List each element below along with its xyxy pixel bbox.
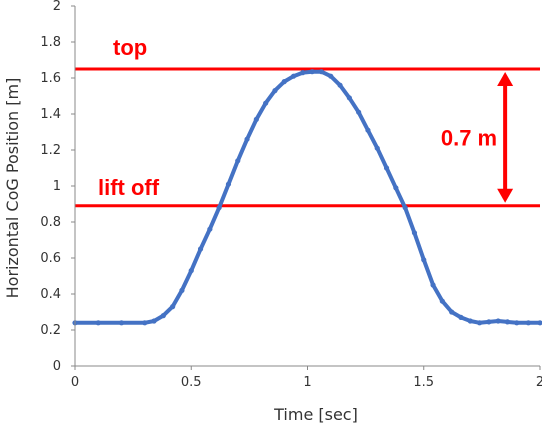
x-tick-label: 0.5 [181, 375, 202, 390]
series-point [356, 109, 362, 115]
y-tick-label: 0.6 [40, 251, 61, 266]
series-point [337, 82, 343, 88]
series-point [216, 205, 222, 211]
series-point [300, 70, 306, 76]
series-point [346, 95, 352, 101]
series-point [458, 314, 464, 320]
series-point [142, 320, 148, 326]
series-point [476, 320, 483, 326]
series-point [411, 230, 418, 236]
series-point [151, 318, 157, 324]
y-tick-label: 1.2 [40, 143, 61, 158]
y-tick-label: 2 [53, 0, 61, 14]
series-point [365, 127, 371, 133]
series-point [235, 158, 241, 164]
series-point [393, 185, 399, 191]
y-tick-label: 1.6 [40, 71, 61, 86]
annotation-label: 0.7 m [441, 125, 497, 150]
series-point [525, 320, 531, 326]
series-point [170, 304, 176, 310]
series-point [421, 257, 427, 263]
y-tick-label: 0.2 [40, 323, 61, 338]
arrow-head-down [497, 188, 514, 203]
series-line [73, 69, 542, 325]
series-point [374, 145, 380, 151]
series-point [430, 282, 436, 288]
reference-line-label: lift off [98, 175, 160, 200]
reference-line-label: top [113, 35, 147, 60]
series-point [272, 88, 278, 94]
x-tick-label: 0 [71, 375, 79, 390]
series-point [290, 73, 297, 79]
series-point [95, 320, 101, 326]
series-point [188, 268, 194, 274]
x-tick-label: 1.5 [413, 375, 434, 390]
series-point [318, 69, 325, 75]
series-point [439, 298, 445, 304]
x-tick-label: 2 [536, 375, 542, 390]
arrow-head-up [497, 72, 514, 86]
series-point [328, 73, 334, 79]
series-point [225, 181, 232, 187]
series-point [537, 320, 542, 326]
x-tick-label: 1 [303, 375, 311, 390]
series-point [383, 165, 390, 171]
y-tick-label: 0.4 [40, 287, 61, 302]
series-point [207, 226, 213, 232]
series-point [281, 79, 287, 85]
x-axis-label: Time [sec] [273, 405, 358, 424]
series-point [514, 320, 520, 326]
series-point [118, 320, 125, 326]
y-tick-label: 1 [53, 179, 61, 194]
series-point [449, 309, 455, 315]
y-tick-label: 0.8 [40, 215, 61, 230]
series-point [179, 287, 185, 293]
series-point [402, 205, 408, 211]
series-point [504, 319, 511, 325]
y-axis-label: Horizontal CoG Position [m] [3, 78, 22, 299]
y-tick-label: 1.8 [40, 35, 61, 50]
y-tick-label: 0 [53, 359, 61, 374]
series-point [160, 313, 166, 319]
y-tick-label: 1.4 [40, 107, 61, 122]
series-point [486, 319, 492, 325]
series-point [253, 116, 259, 122]
series-point [197, 246, 204, 252]
series-point [263, 100, 269, 106]
series-point [244, 136, 250, 142]
series-point [309, 69, 315, 75]
series-point [495, 318, 501, 324]
series-point [467, 318, 473, 324]
